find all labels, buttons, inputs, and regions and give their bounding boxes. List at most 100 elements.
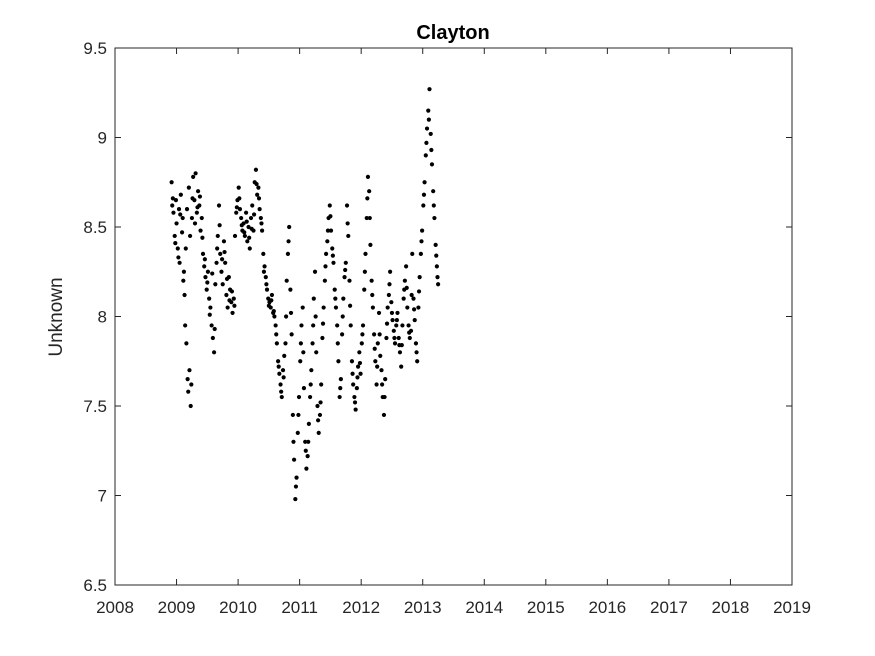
- data-point: [345, 221, 350, 226]
- data-point: [299, 323, 304, 328]
- data-point: [354, 386, 359, 391]
- data-point: [353, 407, 358, 412]
- data-point: [305, 454, 310, 459]
- data-point: [420, 228, 425, 233]
- data-point: [266, 303, 271, 308]
- data-point: [186, 389, 191, 394]
- data-point: [392, 335, 397, 341]
- data-point: [277, 371, 282, 376]
- data-point: [248, 215, 254, 221]
- data-point: [402, 278, 407, 283]
- data-point: [330, 253, 335, 258]
- data-point: [333, 296, 338, 301]
- data-point: [385, 305, 390, 310]
- data-point: [368, 242, 373, 247]
- data-point: [293, 496, 298, 502]
- data-point: [195, 205, 200, 210]
- data-point: [426, 117, 431, 122]
- data-point: [292, 457, 297, 462]
- y-tick-label: 7: [98, 487, 107, 506]
- data-point: [301, 350, 306, 355]
- data-point: [347, 278, 352, 283]
- data-point: [221, 239, 227, 244]
- data-point: [195, 189, 201, 194]
- data-point: [352, 394, 357, 400]
- data-point: [243, 210, 249, 215]
- data-point: [207, 296, 212, 301]
- data-point: [394, 317, 399, 323]
- data-point: [416, 289, 422, 294]
- data-point: [336, 359, 341, 364]
- data-point: [358, 371, 363, 376]
- chart-title: Clayton: [416, 22, 489, 44]
- data-point: [431, 189, 436, 194]
- data-point: [406, 323, 411, 328]
- data-point: [355, 375, 360, 380]
- data-point: [412, 317, 417, 323]
- data-point: [190, 196, 195, 201]
- x-tick-label: 2018: [712, 598, 750, 617]
- data-point: [284, 278, 289, 283]
- data-point: [362, 287, 367, 292]
- data-point: [288, 310, 294, 316]
- x-tick-label: 2019: [773, 598, 811, 617]
- data-point: [261, 269, 267, 274]
- data-point: [351, 382, 356, 387]
- data-point: [269, 292, 275, 298]
- data-point: [360, 332, 365, 337]
- data-point: [234, 210, 239, 215]
- data-point: [418, 251, 423, 256]
- data-point: [413, 341, 419, 346]
- data-point: [341, 296, 346, 301]
- data-point: [234, 205, 239, 210]
- data-point: [294, 475, 299, 480]
- data-point: [286, 239, 291, 244]
- data-point: [198, 228, 203, 233]
- data-point: [258, 215, 263, 221]
- data-point: [179, 230, 185, 235]
- data-point: [218, 251, 223, 256]
- y-axis-label: Unknown: [46, 277, 67, 356]
- data-point: [173, 198, 179, 203]
- data-point: [410, 251, 415, 256]
- data-point: [264, 287, 270, 292]
- data-point: [295, 430, 300, 435]
- data-point: [222, 249, 227, 255]
- data-point: [239, 223, 244, 228]
- data-point: [301, 386, 307, 391]
- data-point: [308, 394, 313, 400]
- data-point: [259, 221, 264, 226]
- data-point: [202, 257, 207, 262]
- data-point: [416, 305, 421, 310]
- data-point: [191, 174, 196, 179]
- data-point: [317, 412, 323, 418]
- data-point: [184, 341, 189, 346]
- data-point: [279, 389, 284, 394]
- data-point: [254, 181, 259, 187]
- data-point: [311, 296, 316, 301]
- data-point: [200, 235, 205, 240]
- data-point: [357, 350, 362, 355]
- data-point: [338, 386, 343, 391]
- data-point: [304, 466, 309, 471]
- data-point: [264, 282, 269, 287]
- data-point: [324, 251, 329, 256]
- data-point: [428, 131, 433, 137]
- data-point: [350, 371, 355, 376]
- data-point: [208, 305, 213, 310]
- data-point: [337, 394, 342, 400]
- data-point: [372, 346, 377, 351]
- data-point: [404, 264, 409, 269]
- data-point: [375, 341, 380, 346]
- data-point: [306, 439, 311, 444]
- data-point: [364, 215, 369, 221]
- data-point: [327, 203, 332, 208]
- data-point: [202, 264, 207, 269]
- data-point: [217, 223, 222, 228]
- data-point: [384, 335, 389, 341]
- data-point: [407, 335, 412, 341]
- data-point: [308, 382, 313, 387]
- data-point: [189, 215, 195, 221]
- data-point: [285, 251, 291, 256]
- data-point: [365, 196, 370, 201]
